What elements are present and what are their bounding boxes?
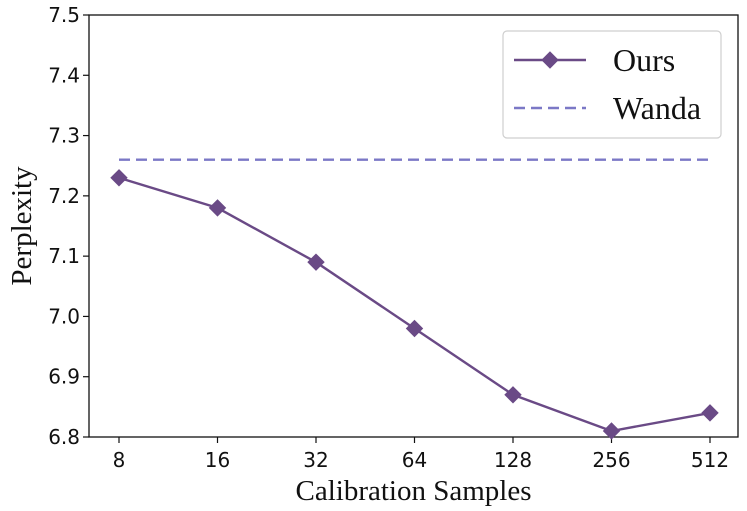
- legend: Ours Wanda: [502, 30, 722, 139]
- x-tick-label: 64: [402, 448, 427, 472]
- y-tick-label: 7.1: [48, 244, 80, 268]
- y-tick-label: 7.3: [48, 124, 80, 148]
- x-tick-label: 8: [113, 448, 126, 472]
- data-point-ours: [110, 169, 128, 187]
- x-tick-label: 32: [303, 448, 328, 472]
- legend-label-ours: Ours: [613, 42, 675, 78]
- series-layer: [110, 158, 719, 440]
- y-axis-title: Perplexity: [6, 166, 38, 286]
- data-point-ours: [602, 422, 621, 440]
- y-tick-label: 6.8: [48, 425, 80, 449]
- data-point-ours: [504, 386, 522, 404]
- y-tick-label: 7.4: [48, 63, 80, 87]
- y-tick-label: 7.2: [48, 184, 80, 208]
- x-tick-label: 512: [691, 448, 729, 472]
- x-tick-label: 128: [494, 448, 532, 472]
- y-axis: 6.8 6.9 7.0 7.1 7.2 7.3 7.4 7.5: [48, 3, 89, 449]
- x-axis-title: Calibration Samples: [296, 475, 532, 507]
- data-point-ours: [701, 404, 719, 422]
- y-tick-label: 6.9: [48, 365, 80, 389]
- x-tick-label: 256: [592, 448, 630, 472]
- x-tick-label: 16: [205, 448, 230, 472]
- data-point-ours: [307, 253, 325, 271]
- data-point-ours: [208, 199, 227, 217]
- x-axis: 8 16 32 64 128 256 512: [113, 437, 729, 472]
- legend-box: [502, 30, 722, 139]
- data-point-ours: [405, 319, 424, 338]
- legend-marker-ours: [541, 51, 559, 69]
- y-tick-label: 7.0: [48, 304, 80, 328]
- y-tick-label: 7.5: [48, 3, 80, 27]
- legend-label-wanda: Wanda: [613, 90, 701, 126]
